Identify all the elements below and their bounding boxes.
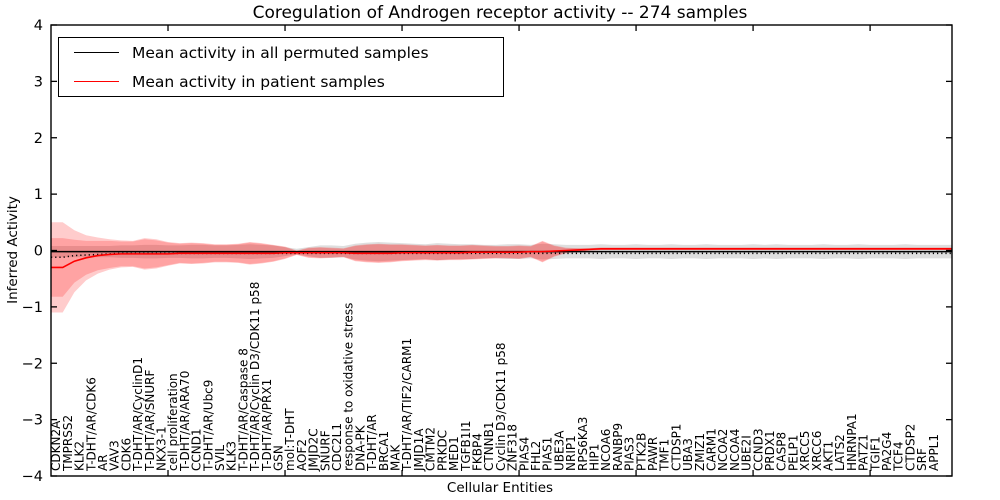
x-category-label: SVIL	[213, 445, 227, 471]
x-category-label: AKT1	[821, 441, 835, 471]
x-category-label: TCF4	[892, 441, 906, 472]
x-category-label: FHL2	[529, 441, 543, 471]
x-category-label: CARM1	[704, 428, 718, 471]
x-category-label: PATZ1	[857, 434, 871, 471]
x-category-label: UBE3A	[552, 430, 566, 471]
x-category-label: PELP1	[786, 435, 800, 471]
y-tick-label: −4	[22, 469, 43, 485]
x-category-label: MED1	[447, 436, 461, 471]
x-category-label: Cyclin D3/CDK11 p58	[494, 342, 508, 471]
y-tick-label: −3	[22, 413, 43, 429]
x-category-label: NRIP1	[564, 435, 578, 471]
x-category-label: PA2G4	[880, 432, 894, 471]
x-category-label: XRCC5	[798, 431, 812, 471]
x-category-label: T-DHT/AR	[365, 414, 379, 472]
y-tick-label: 3	[34, 74, 43, 90]
x-category-label: TGFB1I1	[459, 420, 473, 472]
x-category-label: T-DHT/AR/PRX1	[260, 379, 274, 472]
y-tick-label: 0	[34, 244, 43, 260]
y-tick-label: 2	[34, 131, 43, 147]
x-category-label: CMTM2	[424, 427, 438, 471]
x-category-label: T-DHT/AR/SNURF	[143, 370, 157, 473]
chart-title: Coregulation of Androgen receptor activi…	[252, 3, 748, 23]
patient-mean-line	[51, 248, 952, 269]
y-tick-label: −1	[22, 300, 43, 316]
x-category-label: JMJD1A	[412, 428, 426, 472]
patient-band-outer	[51, 222, 952, 313]
x-category-label: BRCA1	[377, 431, 391, 471]
permuted-line-sample-icon	[74, 52, 119, 53]
legend-label-patient: Mean activity in patient samples	[132, 72, 385, 91]
y-tick-label: 4	[34, 18, 43, 34]
x-category-label: CASP8	[775, 432, 789, 471]
x-category-label: T-DHT/AR/Caspase 8	[236, 348, 250, 472]
x-category-label: ZNF318	[506, 424, 520, 471]
x-category-label: HIP1	[587, 444, 601, 471]
x-category-label: NCOA4	[728, 429, 742, 471]
patient-line-sample-icon	[74, 81, 119, 82]
x-category-label: CTDSP2	[903, 424, 917, 471]
x-category-label: PAWR	[646, 437, 660, 471]
x-category-label: XRCC6	[810, 431, 824, 471]
x-category-label: CDKN2A	[49, 420, 63, 471]
x-category-label: T-DHT/AR/CDK6	[84, 377, 98, 472]
x-category-label: AR	[96, 454, 110, 471]
x-category-label: T-DHT/AR/Cyclin D3/CDK11 p58	[248, 282, 262, 472]
x-category-label: CTNNB1	[482, 421, 496, 471]
x-category-label: APPL1	[927, 434, 941, 471]
y-tick-label: −2	[22, 356, 43, 372]
x-category-label: NKX3-1	[155, 426, 169, 471]
x-category-label: RANBP9	[611, 423, 625, 471]
x-category-label: CDC2L1	[330, 423, 344, 471]
x-category-label: CDK6	[119, 438, 133, 471]
x-category-label: PTK2B	[634, 433, 648, 471]
y-tick-label: 1	[34, 187, 43, 203]
x-category-label: LATS2	[833, 434, 847, 471]
legend-entry-permuted: Mean activity in all permuted samples	[59, 38, 503, 67]
x-category-label: NCOA2	[716, 429, 730, 471]
x-category-label: FKBP4	[470, 433, 484, 471]
legend-label-permuted: Mean activity in all permuted samples	[132, 43, 429, 62]
x-category-label: DNA-PK	[353, 424, 367, 471]
x-category-label: PIAS3	[623, 437, 637, 471]
x-category-label: KLK3	[225, 441, 239, 471]
x-category-label: HNRNPA1	[845, 413, 859, 471]
x-category-label: PRDX1	[763, 430, 777, 471]
x-category-label: ZMIZ1	[693, 433, 707, 471]
x-category-label: VAV3	[108, 440, 122, 471]
x-category-label: MAK	[389, 443, 403, 471]
x-category-label: RPS6KA3	[576, 417, 590, 471]
x-axis-label: Cellular Entities	[446, 480, 554, 496]
x-category-label: AOF2	[295, 439, 309, 471]
x-category-label: TGIF1	[868, 436, 882, 472]
x-category-label: CCND1	[190, 428, 204, 471]
x-category-label: UBE2I	[740, 435, 754, 471]
x-category-label: SRF	[915, 448, 929, 471]
x-category-label: cell proliferation	[166, 373, 180, 471]
x-category-label: mol:T-DHT	[283, 408, 297, 471]
legend-entry-patient: Mean activity in patient samples	[59, 67, 503, 96]
x-category-label: T-DHT/AR/ARA70	[178, 371, 192, 472]
x-category-label: TMF1	[658, 439, 672, 472]
x-category-label: GSN	[272, 445, 286, 471]
x-category-label: SNURF	[318, 430, 332, 471]
y-axis-label: Inferred Activity	[5, 196, 21, 304]
x-category-label: UBA3	[681, 438, 695, 471]
x-category-label: T-DHT/AR/CyclinD1	[131, 357, 145, 472]
x-category-label: KLK2	[73, 441, 87, 471]
x-category-label: PIAS4	[517, 437, 531, 471]
x-category-label: TMPRSS2	[61, 415, 75, 472]
x-category-label: response to oxidative stress	[342, 303, 356, 471]
x-category-label: JMJD2C	[307, 428, 321, 472]
legend: Mean activity in all permuted samples Me…	[58, 37, 504, 97]
x-category-label: PRKDC	[435, 430, 449, 471]
x-category-label: NCOA6	[599, 429, 613, 471]
x-category-label: CCND3	[751, 428, 765, 471]
x-category-label: CTDSP1	[669, 424, 683, 471]
x-category-label: PIAS1	[541, 437, 555, 471]
x-category-label: T-DHT/AR/Ubc9	[201, 380, 215, 472]
x-category-label: T-DHT/AR/TIF2/CARM1	[400, 338, 414, 472]
